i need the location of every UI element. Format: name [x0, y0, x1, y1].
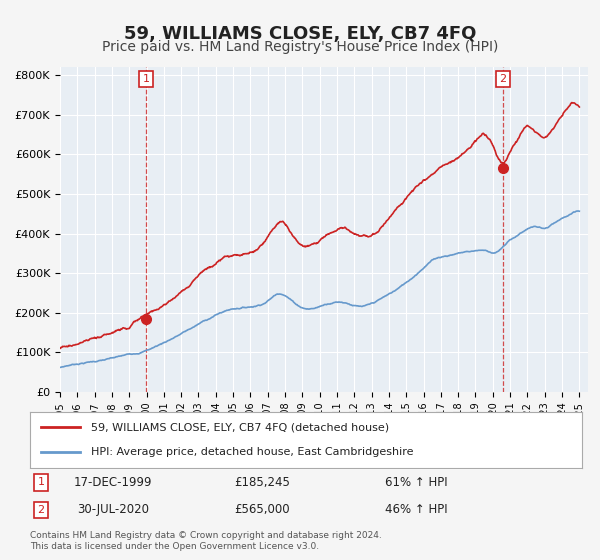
Text: £565,000: £565,000 — [234, 503, 290, 516]
Text: 30-JUL-2020: 30-JUL-2020 — [77, 503, 149, 516]
Text: Contains HM Land Registry data © Crown copyright and database right 2024.: Contains HM Land Registry data © Crown c… — [30, 531, 382, 540]
Text: 17-DEC-1999: 17-DEC-1999 — [74, 476, 152, 489]
Text: 46% ↑ HPI: 46% ↑ HPI — [385, 503, 448, 516]
Text: 61% ↑ HPI: 61% ↑ HPI — [385, 476, 448, 489]
Text: 2: 2 — [499, 74, 506, 84]
Text: 1: 1 — [38, 478, 44, 487]
Text: This data is licensed under the Open Government Licence v3.0.: This data is licensed under the Open Gov… — [30, 542, 319, 551]
Text: HPI: Average price, detached house, East Cambridgeshire: HPI: Average price, detached house, East… — [91, 447, 413, 457]
Text: 59, WILLIAMS CLOSE, ELY, CB7 4FQ: 59, WILLIAMS CLOSE, ELY, CB7 4FQ — [124, 25, 476, 43]
Text: £185,245: £185,245 — [234, 476, 290, 489]
Text: Price paid vs. HM Land Registry's House Price Index (HPI): Price paid vs. HM Land Registry's House … — [102, 40, 498, 54]
Text: 1: 1 — [142, 74, 149, 84]
Text: 59, WILLIAMS CLOSE, ELY, CB7 4FQ (detached house): 59, WILLIAMS CLOSE, ELY, CB7 4FQ (detach… — [91, 422, 389, 432]
Text: 2: 2 — [37, 505, 44, 515]
